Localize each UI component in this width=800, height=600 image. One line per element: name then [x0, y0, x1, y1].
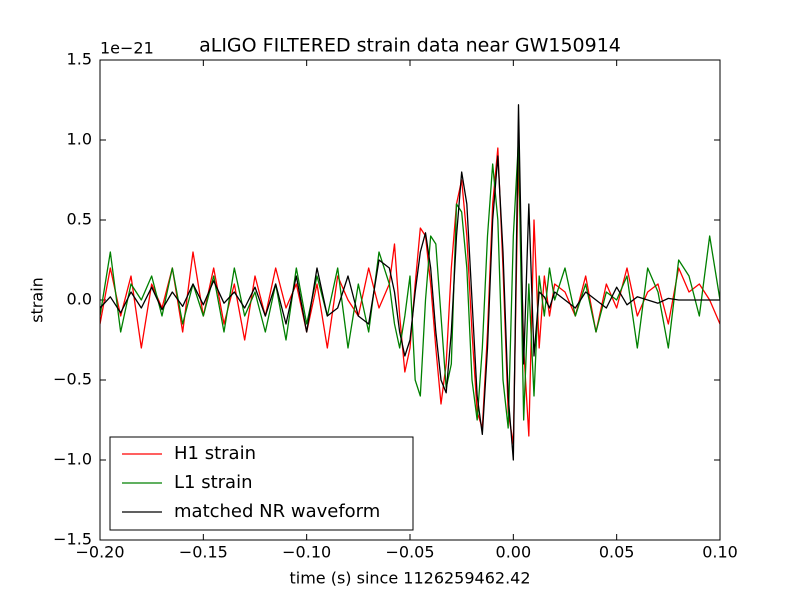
- y-axis-label: strain: [28, 277, 47, 323]
- y-tick-label: −1.0: [53, 450, 92, 469]
- y-tick-label: 0.5: [67, 210, 92, 229]
- x-tick-label: 0.05: [599, 543, 635, 562]
- y-tick-label: 0.0: [67, 290, 92, 309]
- legend-label: H1 strain: [174, 443, 256, 464]
- series-line: [100, 139, 720, 429]
- plot-frame: [99, 59, 721, 541]
- x-tick-label: 0.00: [496, 543, 532, 562]
- x-tick-label: −0.10: [282, 543, 331, 562]
- x-tick-label: −0.20: [75, 543, 124, 562]
- x-tick-label: 0.10: [702, 543, 738, 562]
- y-tick-label: −0.5: [53, 370, 92, 389]
- chart-title: aLIGO FILTERED strain data near GW150914: [199, 35, 621, 57]
- x-tick-label: −0.05: [385, 543, 434, 562]
- x-tick-label: −0.15: [179, 543, 228, 562]
- x-axis-label: time (s) since 1126259462.42: [289, 569, 530, 588]
- y-offset-label: 1e−21: [100, 39, 154, 58]
- legend-label: L1 strain: [174, 472, 252, 493]
- y-tick-label: 1.0: [67, 130, 92, 149]
- series-line: [100, 104, 720, 461]
- y-tick-label: −1.5: [53, 530, 92, 549]
- legend-label: matched NR waveform: [174, 501, 380, 522]
- y-tick-label: 1.5: [67, 50, 92, 69]
